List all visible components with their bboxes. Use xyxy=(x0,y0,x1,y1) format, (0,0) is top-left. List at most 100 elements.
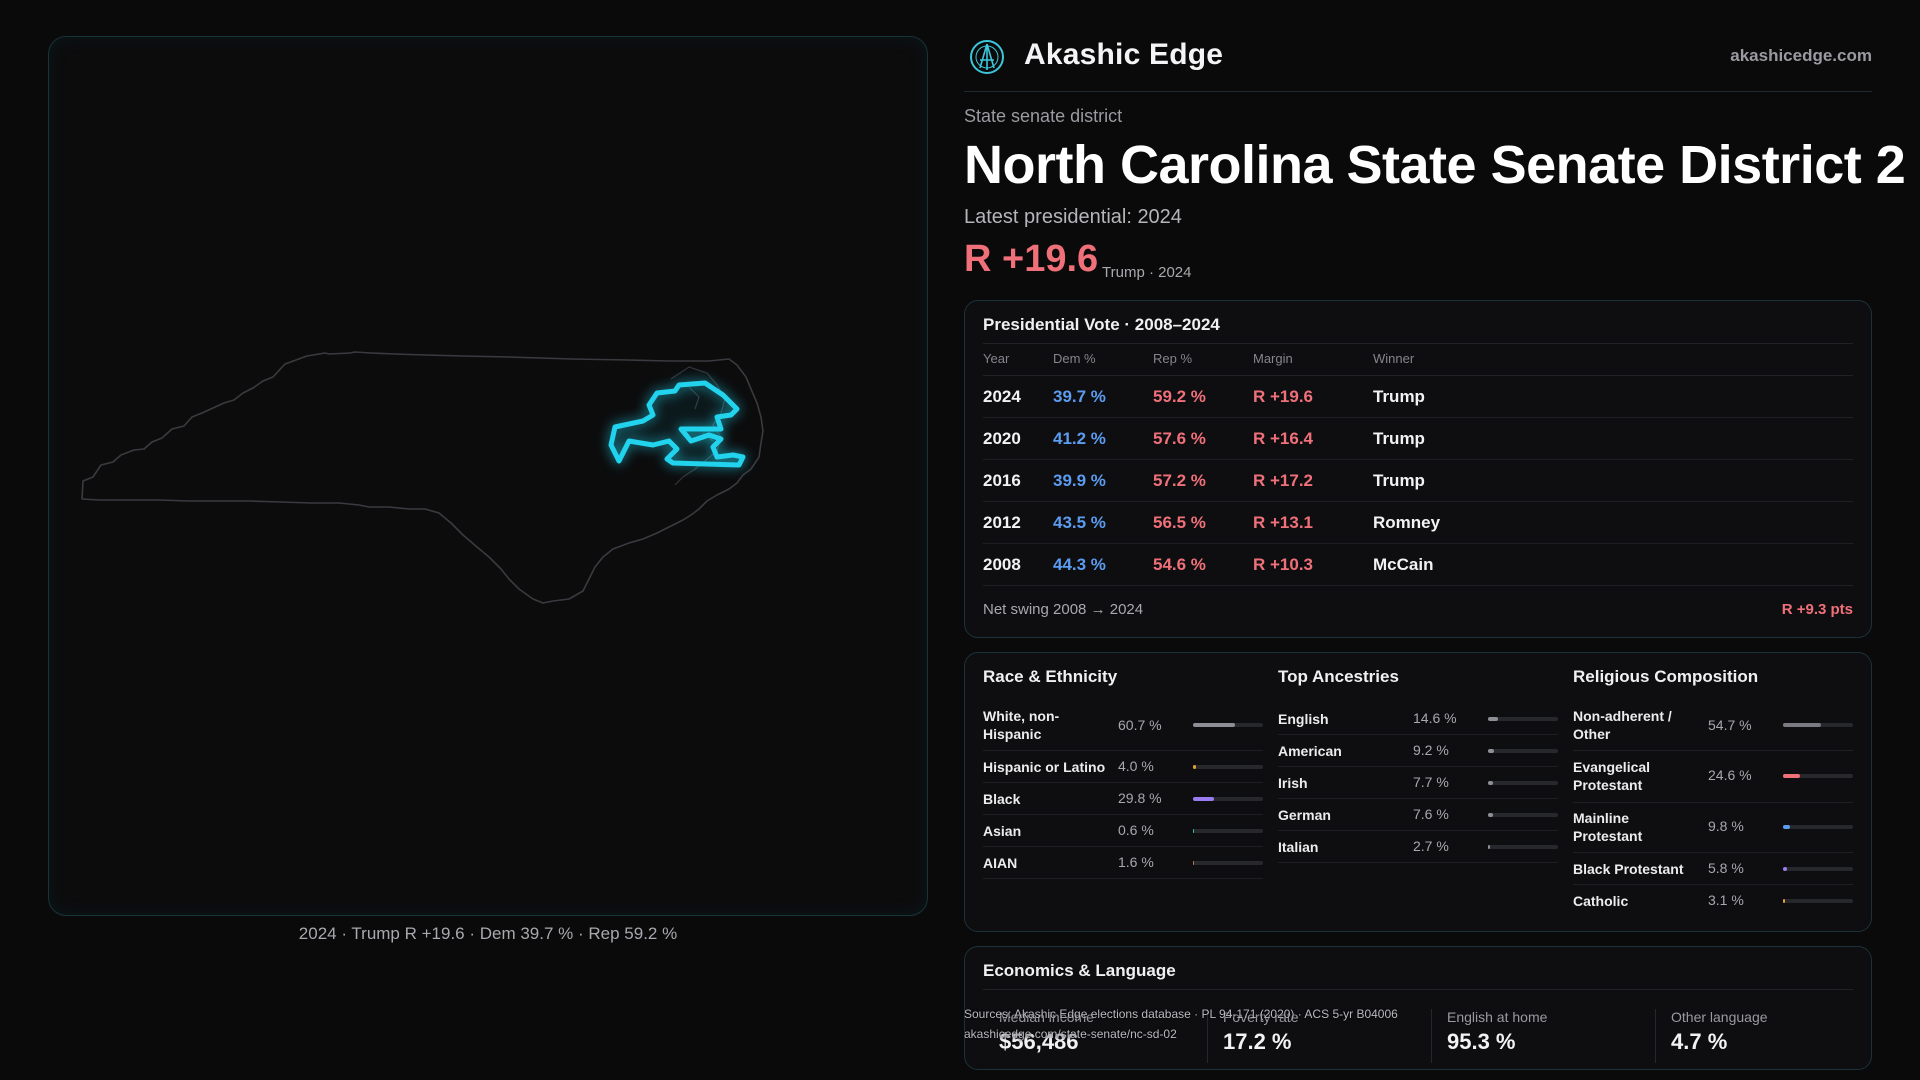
stat-separator xyxy=(1207,1009,1208,1063)
religion-value: 5.8 % xyxy=(1708,860,1744,876)
stat-median-income: Median income $56,486 xyxy=(999,1009,1219,1055)
ancestry-column: Top Ancestries English 14.6 % American 9… xyxy=(1278,653,1558,933)
presidential-title: Presidential Vote · 2008–2024 xyxy=(983,315,1220,334)
year-cell: 2012 xyxy=(983,513,1021,532)
ancestry-bar xyxy=(1488,717,1499,721)
religion-row: Non-adherent / Other 54.7 % xyxy=(1573,703,1853,751)
religion-row: Black Protestant 5.8 % xyxy=(1573,853,1853,885)
source-url[interactable]: akashicedge.com/state-senate/nc-sd-02 xyxy=(964,1027,1177,1041)
religion-label: Non-adherent / Other xyxy=(1573,708,1672,742)
economics-title: Economics & Language xyxy=(983,961,1176,980)
district-type: State senate district xyxy=(964,106,1123,126)
race-bar xyxy=(1193,829,1195,833)
winner-cell: Romney xyxy=(1373,513,1441,532)
stat-other-language: Other language 4.7 % xyxy=(1671,1009,1891,1055)
religion-bar-track xyxy=(1783,899,1853,903)
stat-value: 4.7 % xyxy=(1671,1029,1728,1054)
year-cell: 2020 xyxy=(983,429,1021,448)
table-row[interactable]: 2008 44.3 % 54.6 % R +10.3 McCain xyxy=(983,544,1853,586)
divider xyxy=(983,375,1853,376)
district-map[interactable] xyxy=(49,37,929,917)
stat-value: 17.2 % xyxy=(1223,1029,1292,1054)
race-row: Hispanic or Latino 4.0 % xyxy=(983,751,1263,783)
col-header-year: Year xyxy=(983,351,1010,366)
religion-bar-track xyxy=(1783,867,1853,871)
year-cell: 2024 xyxy=(983,387,1021,406)
table-row[interactable]: 2016 39.9 % 57.2 % R +17.2 Trump xyxy=(983,460,1853,502)
dem-cell: 39.7 % xyxy=(1053,387,1106,406)
race-bar-track xyxy=(1193,797,1263,801)
race-label: White, non-Hispanic xyxy=(983,708,1060,742)
col-header-rep: Rep % xyxy=(1153,351,1193,366)
religion-title: Religious Composition xyxy=(1573,667,1759,686)
stat-label: Poverty rate xyxy=(1223,1009,1299,1025)
race-bar xyxy=(1193,861,1195,865)
religion-row: Evangelical Protestant 24.6 % xyxy=(1573,751,1853,803)
dem-cell: 39.9 % xyxy=(1053,471,1106,490)
table-row[interactable]: 2024 39.7 % 59.2 % R +19.6 Trump xyxy=(983,376,1853,418)
year-cell: 2008 xyxy=(983,555,1021,574)
rep-cell: 56.5 % xyxy=(1153,513,1206,532)
stat-poverty-rate: Poverty rate 17.2 % xyxy=(1223,1009,1443,1055)
ancestry-label: American xyxy=(1278,743,1342,759)
headline-margin-sub: Trump · 2024 xyxy=(1102,264,1192,281)
religion-value: 9.8 % xyxy=(1708,818,1744,834)
col-header-margin: Margin xyxy=(1253,351,1293,366)
ancestry-value: 7.6 % xyxy=(1413,806,1449,822)
ancestry-bar-track xyxy=(1488,845,1558,849)
religion-label: Mainline Protestant xyxy=(1573,810,1643,844)
race-bar-track xyxy=(1193,861,1263,865)
ancestry-label: English xyxy=(1278,711,1329,727)
net-swing-label: Net swing 2008 → 2024 xyxy=(983,601,1144,618)
race-bar xyxy=(1193,765,1196,769)
race-row: Asian 0.6 % xyxy=(983,815,1263,847)
ancestry-bar xyxy=(1488,845,1490,849)
stat-value: 95.3 % xyxy=(1447,1029,1516,1054)
dem-cell: 44.3 % xyxy=(1053,555,1106,574)
race-bar-track xyxy=(1193,829,1263,833)
race-label: Asian xyxy=(983,823,1022,839)
margin-cell: R +13.1 xyxy=(1253,513,1314,532)
ancestry-value: 14.6 % xyxy=(1413,710,1457,726)
race-value: 29.8 % xyxy=(1118,790,1162,806)
divider xyxy=(983,989,1853,990)
map-panel[interactable] xyxy=(48,36,928,916)
district-shape[interactable] xyxy=(608,380,746,468)
table-row[interactable]: 2020 41.2 % 57.6 % R +16.4 Trump xyxy=(983,418,1853,460)
col-header-winner: Winner xyxy=(1373,351,1415,366)
table-row[interactable]: 2012 43.5 % 56.5 % R +13.1 Romney xyxy=(983,502,1853,544)
margin-cell: R +10.3 xyxy=(1253,555,1314,574)
map-caption: 2024 · Trump R +19.6 · Dem 39.7 % · Rep … xyxy=(298,924,678,943)
ancestry-bar xyxy=(1488,813,1494,817)
ancestry-bar xyxy=(1488,781,1494,785)
rep-cell: 57.2 % xyxy=(1153,471,1206,490)
ancestry-value: 9.2 % xyxy=(1413,742,1449,758)
race-row: AIAN 1.6 % xyxy=(983,847,1263,879)
religion-value: 54.7 % xyxy=(1708,717,1752,733)
stat-label: Other language xyxy=(1671,1009,1768,1025)
stat-english-at-home: English at home 95.3 % xyxy=(1447,1009,1667,1055)
ancestry-title: Top Ancestries xyxy=(1278,667,1399,686)
religion-label: Evangelical Protestant xyxy=(1573,759,1651,793)
race-bar xyxy=(1193,723,1236,727)
economics-card: Economics & Language Median income $56,4… xyxy=(964,946,1872,1070)
winner-cell: Trump xyxy=(1373,387,1425,406)
ancestry-bar-track xyxy=(1488,813,1558,817)
religion-column: Religious Composition Non-adherent / Oth… xyxy=(1573,653,1853,933)
race-title: Race & Ethnicity xyxy=(983,667,1118,686)
race-row: Black 29.8 % xyxy=(983,783,1263,815)
stat-label: English at home xyxy=(1447,1009,1548,1025)
winner-cell: Trump xyxy=(1373,429,1425,448)
brand-name: Akashic Edge xyxy=(1024,38,1224,71)
ancestry-row: Irish 7.7 % xyxy=(1278,767,1558,799)
religion-bar xyxy=(1783,825,1790,829)
religion-bar xyxy=(1783,774,1801,778)
religion-label: Catholic xyxy=(1573,893,1629,909)
brand-url[interactable]: akashicedge.com xyxy=(1730,46,1872,65)
dem-cell: 43.5 % xyxy=(1053,513,1106,532)
ancestry-label: Italian xyxy=(1278,839,1319,855)
ancestry-bar-track xyxy=(1488,749,1558,753)
col-header-dem: Dem % xyxy=(1053,351,1096,366)
presidential-vote-card: Presidential Vote · 2008–2024 Year Dem %… xyxy=(964,300,1872,638)
source-note: Sources: Akashic Edge elections database… xyxy=(964,1004,1398,1044)
